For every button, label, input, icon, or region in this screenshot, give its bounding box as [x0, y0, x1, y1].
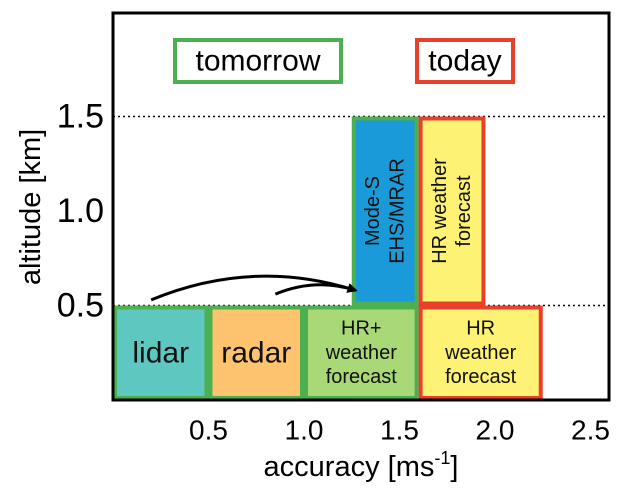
bar-lidar-rect [113, 305, 209, 400]
bar-radar: radar [208, 305, 304, 400]
plot-frame [111, 11, 611, 402]
y-axis-label: altitude [km] [15, 129, 47, 285]
bar-mode-s-ehs-mrar-label-1: EHS/MRAR [386, 158, 408, 264]
legend-item-today: today [415, 38, 515, 84]
bar-hr-forecast-upper-label-0: HR weather [429, 158, 451, 264]
bar-lidar-label-0: lidar [132, 336, 189, 369]
bar-radar-rect [208, 305, 304, 400]
bar-hr-forecast-lower-rect [418, 305, 543, 400]
bar-hr-forecast-lower-label-0: HR [466, 317, 495, 339]
arrow-0 [150, 274, 358, 302]
bar-mode-s-ehs-mrar: Mode-S EHS/MRAR [351, 116, 419, 306]
bar-hr-plus-forecast-rect [304, 305, 419, 400]
bar-hr-forecast-upper: HR weather forecast [418, 116, 486, 306]
arrow-1 [274, 283, 358, 296]
x-axis-label-suffix: ] [450, 451, 458, 483]
y-tick-label-2: 1.5 [57, 98, 104, 136]
legend-box-today [415, 38, 515, 84]
legend: tomorrow today [173, 38, 515, 84]
y-tick-label-0: 0.5 [57, 287, 104, 325]
legend-item-tomorrow: tomorrow [173, 38, 343, 84]
legend-label-tomorrow: tomorrow [195, 45, 320, 78]
x-axis-label: accuracy [ms-1] [264, 448, 459, 483]
bar-hr-plus-forecast-label-1: weather [325, 342, 397, 364]
x-tick-label-3: 2.0 [476, 415, 515, 446]
bar-radar-label-0: radar [221, 336, 291, 369]
x-tick-label-0: 0.5 [189, 415, 228, 446]
bar-mode-s-ehs-mrar-rect [351, 116, 419, 306]
x-tick-label-4: 2.5 [571, 415, 610, 446]
bar-hr-forecast-lower-label-2: forecast [445, 366, 517, 388]
bar-hr-forecast-upper-label-1: forecast [453, 175, 475, 247]
x-axis-ticks: 0.5 1.0 1.5 2.0 2.5 [189, 415, 610, 446]
x-axis-label-text: accuracy [ms [264, 451, 435, 483]
x-tick-label-2: 1.5 [380, 415, 419, 446]
legend-box-tomorrow [173, 38, 343, 84]
bar-hr-plus-forecast-label-0: HR+ [341, 317, 382, 339]
x-axis-label-superscript: -1 [434, 448, 450, 468]
bar-lidar: lidar [113, 305, 209, 400]
bar-mode-s-ehs-mrar-label-0: Mode-S [362, 176, 384, 246]
bar-hr-forecast-upper-rect [418, 116, 486, 306]
legend-label-today: today [428, 45, 501, 78]
y-tick-label-1: 1.0 [57, 192, 104, 230]
x-tick-label-1: 1.0 [285, 415, 324, 446]
y-axis-ticks: 0.5 1.0 1.5 [57, 98, 104, 325]
bar-hr-plus-forecast-label-2: forecast [326, 366, 398, 388]
bar-hr-forecast-lower-label-1: weather [444, 342, 516, 364]
arrows-layer [150, 274, 358, 302]
